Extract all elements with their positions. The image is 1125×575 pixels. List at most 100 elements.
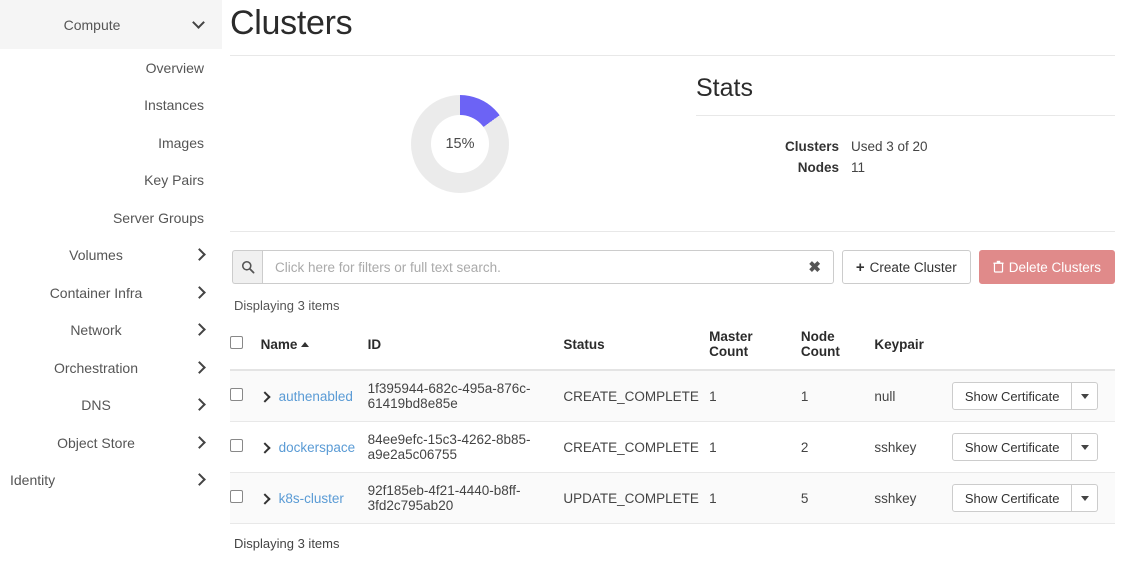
row-actions-cell: Show Certificate [951, 370, 1115, 422]
row-select-checkbox[interactable] [230, 388, 243, 401]
show-certificate-button[interactable]: Show Certificate [951, 484, 1073, 512]
header-actions [951, 323, 1115, 371]
table-row: authenabled 1f395944-682c-495a-876c-61419… [230, 370, 1115, 422]
row-status-cell: CREATE_COMPLETE [563, 421, 710, 473]
quota-donut-cell: 15% [230, 56, 690, 231]
show-certificate-button[interactable]: Show Certificate [951, 382, 1073, 410]
sidebar-item-label: Server Groups [112, 209, 204, 226]
stats-title: Stats [696, 74, 753, 102]
expand-row-chevron-icon[interactable] [261, 391, 270, 402]
search-icon[interactable] [232, 250, 262, 284]
chevron-right-icon [194, 249, 206, 261]
table-row: dockerspace 84ee9efc-15c3-4262-8b85-a9e2a… [230, 421, 1115, 473]
create-cluster-button[interactable]: + Create Cluster [841, 250, 971, 284]
search-input[interactable] [273, 258, 805, 276]
row-node-count-cell: 5 [800, 472, 875, 524]
clusters-quota-donut-chart: 15% [411, 94, 509, 193]
dashboard-divider [230, 231, 1115, 232]
row-actions-dropdown-toggle[interactable] [1072, 433, 1099, 461]
chevron-right-icon [194, 437, 206, 449]
cluster-name-link[interactable]: authenabled [278, 388, 353, 404]
stats-row-key: Nodes [797, 160, 839, 175]
sidebar-item-label: Overview [145, 59, 204, 76]
header-id-label: ID [367, 336, 382, 352]
row-name-cell: dockerspace [260, 421, 368, 473]
delete-clusters-button[interactable]: Delete Clusters [978, 250, 1115, 284]
show-certificate-button[interactable]: Show Certificate [951, 433, 1073, 461]
header-status[interactable]: Status [563, 323, 710, 371]
sidebar-item-label: DNS [81, 397, 111, 414]
sidebar-item-label: Network [70, 322, 122, 339]
stats-row: Clusters Used 3 of 20 [696, 136, 1115, 157]
chevron-down-icon [194, 19, 206, 31]
table-row: k8s-cluster 92f185eb-4f21-4440-b8ff-3fd2c… [230, 472, 1115, 524]
row-keypair-cell: sshkey [874, 421, 952, 473]
sidebar-item-identity[interactable]: Identity [0, 462, 222, 500]
sidebar: Compute Overview Instances Images Key Pairs… [0, 0, 222, 575]
expand-row-chevron-icon[interactable] [261, 442, 270, 453]
cluster-name-link[interactable]: dockerspace [278, 439, 356, 455]
row-keypair-cell: sshkey [874, 472, 952, 524]
header-master-count-line1: Master [709, 329, 753, 344]
sidebar-item-label: Key Pairs [144, 172, 204, 189]
row-node-count-cell: 1 [800, 370, 875, 422]
sidebar-item-server-groups[interactable]: Server Groups [0, 199, 222, 237]
chevron-right-icon [194, 474, 206, 486]
chevron-right-icon [194, 362, 206, 374]
row-id-cell: 1f395944-682c-495a-876c-61419bd8e85e [367, 370, 564, 422]
sidebar-item-volumes[interactable]: Volumes [0, 237, 222, 275]
row-actions-dropdown-toggle[interactable] [1072, 382, 1099, 410]
sidebar-item-label: Object Store [57, 434, 135, 451]
displaying-count-top: Displaying 3 items [234, 298, 340, 313]
cluster-name-link[interactable]: k8s-cluster [278, 490, 344, 506]
row-keypair-cell: null [874, 370, 952, 422]
sidebar-group-compute-label: Compute [63, 16, 121, 33]
sidebar-item-images[interactable]: Images [0, 124, 222, 162]
sidebar-item-overview[interactable]: Overview [0, 49, 222, 87]
header-master-count[interactable]: Master Count [709, 323, 801, 371]
stats-row: Nodes 11 [696, 157, 1115, 178]
sidebar-item-container-infra[interactable]: Container Infra [0, 274, 222, 312]
stats-row-value: 11 [851, 160, 866, 175]
stats-panel: Stats Clusters Used 3 of 20 Nodes 11 [690, 56, 1115, 178]
chevron-right-icon [194, 324, 206, 336]
row-status-cell: CREATE_COMPLETE [563, 370, 710, 422]
row-select-cell [230, 472, 261, 524]
header-name[interactable]: Name [260, 323, 368, 371]
header-id[interactable]: ID [367, 323, 564, 371]
select-all-checkbox[interactable] [230, 336, 243, 349]
clear-search-icon[interactable]: ✖ [808, 258, 821, 276]
sidebar-item-network[interactable]: Network [0, 312, 222, 350]
header-keypair[interactable]: Keypair [874, 323, 952, 371]
header-node-count[interactable]: Node Count [800, 323, 875, 371]
clusters-table-body: authenabled 1f395944-682c-495a-876c-61419… [230, 370, 1115, 524]
stats-row-value: Used 3 of 20 [851, 139, 928, 154]
sidebar-item-instances[interactable]: Instances [0, 87, 222, 125]
sidebar-item-label: Instances [144, 97, 204, 114]
expand-row-chevron-icon[interactable] [261, 493, 270, 504]
row-select-checkbox[interactable] [230, 490, 243, 503]
sidebar-item-label: Container Infra [49, 284, 143, 301]
row-id-cell: 84ee9efc-15c3-4262-8b85-a9e2a5c06755 [367, 421, 564, 473]
clusters-table: Name ID Status Master Count Node Count [230, 323, 1115, 524]
sidebar-item-label: Images [158, 134, 204, 151]
stats-table: Clusters Used 3 of 20 Nodes 11 [696, 136, 1115, 178]
sidebar-item-orchestration[interactable]: Orchestration [0, 349, 222, 387]
title-divider [230, 55, 1115, 56]
sidebar-item-dns[interactable]: DNS [0, 387, 222, 425]
row-status-cell: UPDATE_COMPLETE [563, 472, 710, 524]
delete-clusters-label: Delete Clusters [1008, 259, 1101, 275]
sidebar-group-compute[interactable]: Compute [0, 0, 222, 49]
search-group: ✖ [232, 250, 834, 284]
sidebar-item-key-pairs[interactable]: Key Pairs [0, 162, 222, 200]
row-actions-dropdown-toggle[interactable] [1072, 484, 1099, 512]
row-select-checkbox[interactable] [230, 439, 243, 452]
sidebar-item-object-store[interactable]: Object Store [0, 424, 222, 462]
chevron-right-icon [194, 287, 206, 299]
main-content: Clusters 15% Stats Clusters Used 3 of 20 N… [222, 0, 1125, 575]
table-header-row: Name ID Status Master Count Node Count [230, 323, 1115, 371]
row-node-count-cell: 2 [800, 421, 875, 473]
dashboard-row: 15% Stats Clusters Used 3 of 20 Nodes 11 [230, 56, 1115, 231]
row-actions-cell: Show Certificate [951, 421, 1115, 473]
